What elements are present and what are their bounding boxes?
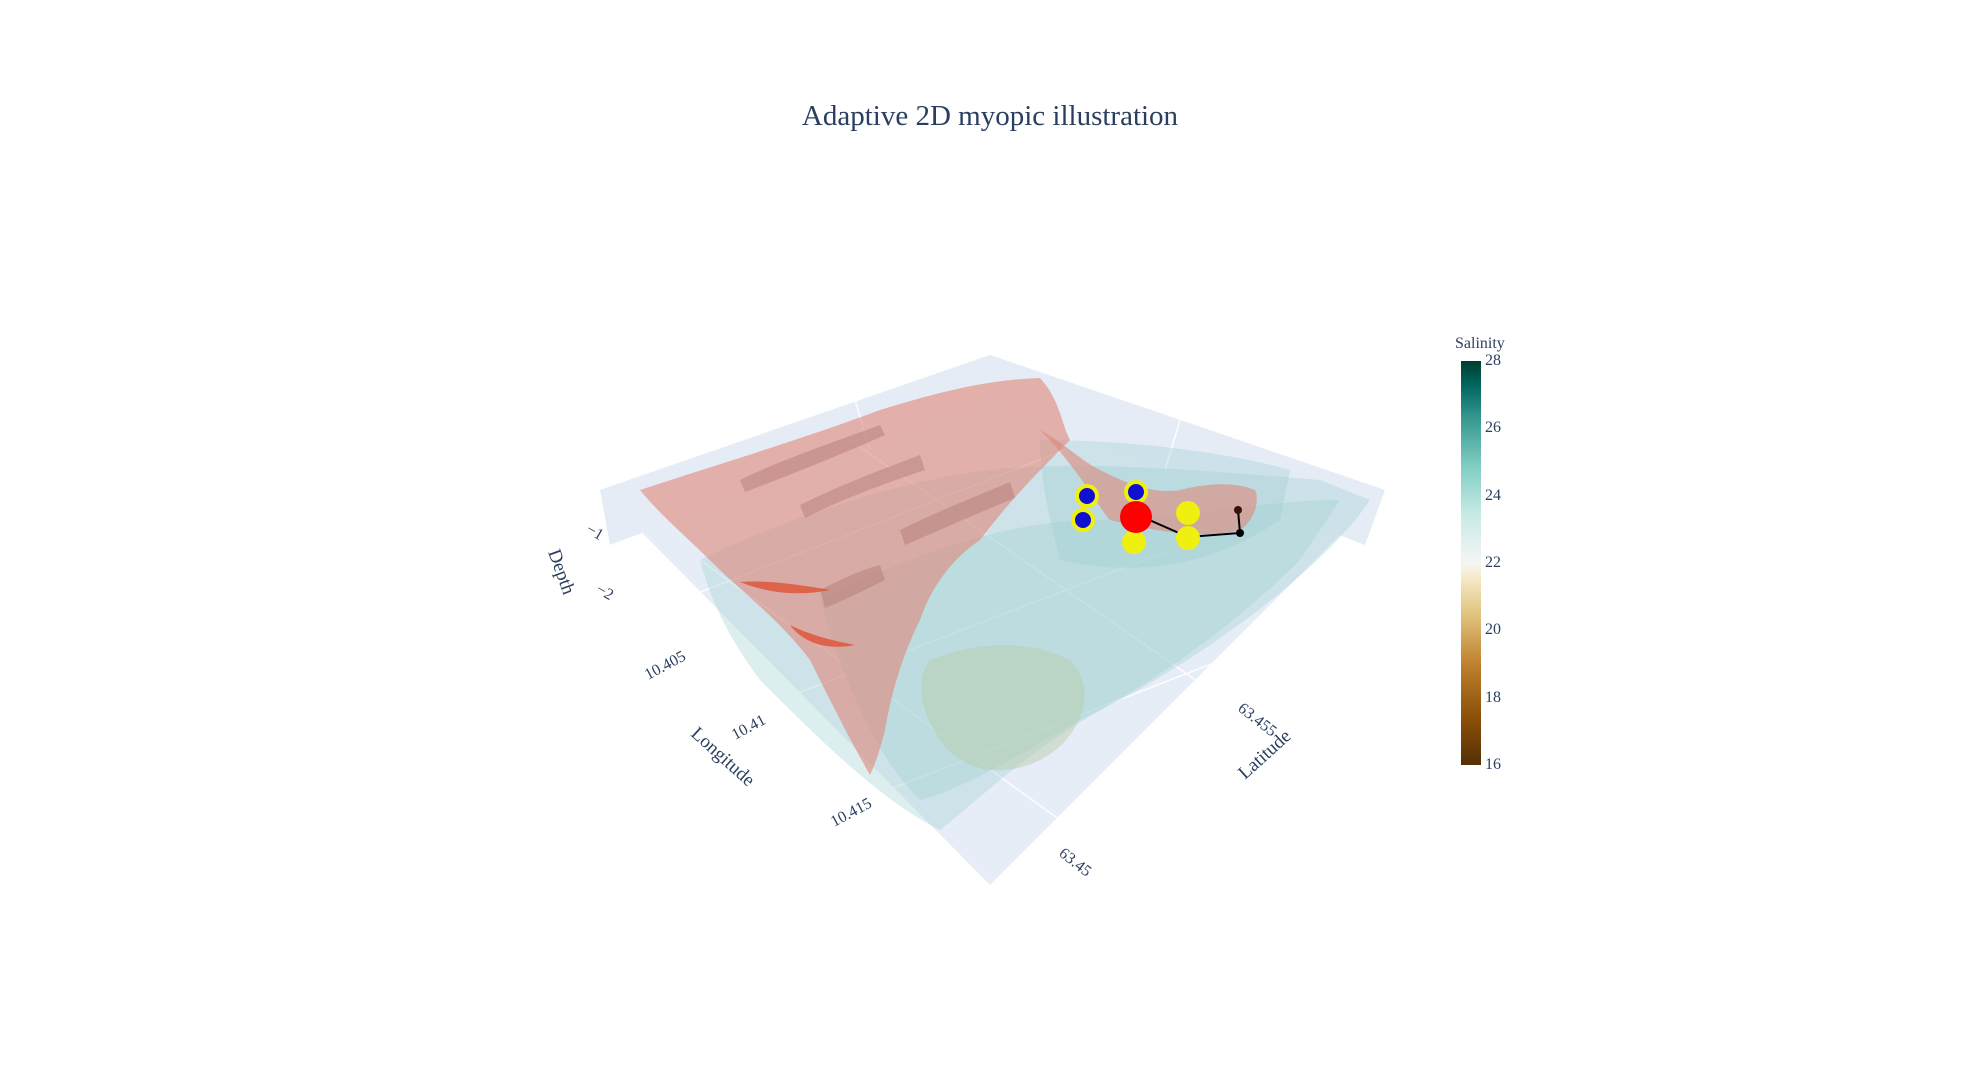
blue-candidate-3 [1124, 480, 1148, 504]
colorbar-tick-28: 28 [1485, 352, 1501, 369]
y-tick-1: 63.45 [1056, 845, 1095, 881]
colorbar-tick-24: 24 [1485, 487, 1501, 504]
excursion-edge-1 [740, 581, 830, 594]
excursion-ridge-2 [800, 455, 925, 518]
yellow-candidate-2 [1176, 501, 1200, 525]
z-tick-2: −2 [593, 581, 616, 604]
excursion-ridge-4 [820, 565, 885, 608]
chart-title: Adaptive 2D myopic illustration [801, 100, 1179, 132]
x-tick-3: 10.415 [828, 795, 875, 831]
current-location-marker [1120, 501, 1152, 533]
colorbar-tick-26: 26 [1485, 419, 1501, 436]
scene-right-wall [990, 355, 1385, 545]
colorbar-tick-18: 18 [1485, 689, 1501, 706]
x-tick-2: 10.41 [729, 712, 769, 744]
z-tick-1: −1 [583, 521, 606, 544]
colorbar-gradient [1461, 361, 1481, 765]
colorbar-title: Salinity [1455, 335, 1505, 352]
yellow-candidate-3 [1176, 526, 1200, 550]
excursion-surface-main [640, 378, 1070, 775]
blue-candidate-1 [1075, 484, 1099, 508]
z-axis: −1 −2 Depth [543, 521, 616, 604]
salinity-surface-layer-2 [820, 500, 1340, 800]
excursion-edge-2 [790, 625, 855, 647]
candidate-markers[interactable] [1071, 480, 1200, 554]
yellow-candidate-1 [1122, 530, 1146, 554]
z-axis-title: Depth [543, 547, 579, 598]
trajectory-point-3 [1234, 506, 1242, 514]
trajectory-point-2 [1236, 529, 1244, 537]
excursion-ridge-3 [900, 482, 1015, 545]
excursion-surface [640, 378, 1257, 775]
colorbar-tick-20: 20 [1485, 621, 1501, 638]
excursion-surface-arm [1040, 430, 1257, 535]
salinity-surface-layer-3 [921, 645, 1085, 771]
colorbar-tick-16: 16 [1485, 756, 1501, 773]
salinity-colorbar: Salinity 28 26 24 22 20 18 16 [1455, 335, 1575, 775]
colorbar-tick-22: 22 [1485, 554, 1501, 571]
excursion-ridge-1 [740, 425, 885, 492]
x-tick-1: 10.405 [642, 648, 689, 684]
blue-candidate-2 [1071, 508, 1095, 532]
trajectory-line [1137, 509, 1242, 539]
